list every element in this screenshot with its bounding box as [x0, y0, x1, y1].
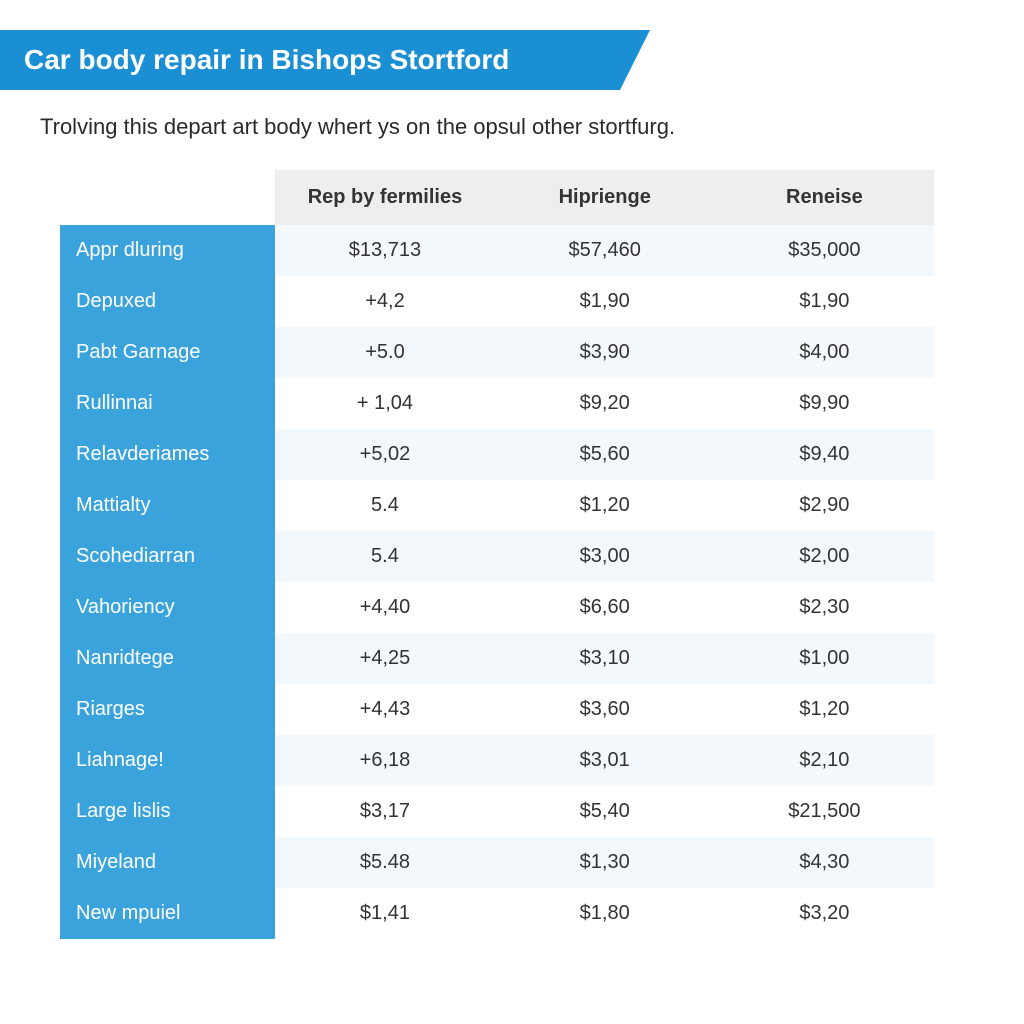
table-row: Vahoriency+4,40$6,60$2,30 [60, 582, 934, 633]
data-cell: $4,30 [715, 837, 934, 888]
data-cell: $1,80 [495, 888, 715, 939]
table-header: Rep by fermilies Hiprienge Reneise [60, 170, 934, 225]
data-cell: +4,40 [275, 582, 494, 633]
table-header-cell [60, 170, 275, 225]
data-cell: $9,40 [715, 429, 934, 480]
table-row: Nanridtege+4,25$3,10$1,00 [60, 633, 934, 684]
row-label-cell: Large lislis [60, 786, 275, 837]
table-row: Appr dluring$13,713$57,460$35,000 [60, 225, 934, 276]
data-cell: $9,90 [715, 378, 934, 429]
table-row: Pabt Garnage+5.0$3,90$4,00 [60, 327, 934, 378]
data-cell: $2,30 [715, 582, 934, 633]
data-cell: +6,18 [275, 735, 494, 786]
data-cell: $3,17 [275, 786, 494, 837]
row-label-cell: Vahoriency [60, 582, 275, 633]
table-row: Scohediarran5.4$3,00$2,00 [60, 531, 934, 582]
data-cell: $3,00 [495, 531, 715, 582]
data-cell: $5.48 [275, 837, 494, 888]
data-cell: +5.0 [275, 327, 494, 378]
row-label-cell: New mpuiel [60, 888, 275, 939]
data-cell: $3,60 [495, 684, 715, 735]
data-cell: + 1,04 [275, 378, 494, 429]
data-cell: $3,90 [495, 327, 715, 378]
data-cell: $57,460 [495, 225, 715, 276]
data-cell: $13,713 [275, 225, 494, 276]
data-cell: +5,02 [275, 429, 494, 480]
data-cell: $4,00 [715, 327, 934, 378]
data-cell: +4,43 [275, 684, 494, 735]
data-cell: $21,500 [715, 786, 934, 837]
table-header-cell: Reneise [715, 170, 934, 225]
table-row: Relavderiames+5,02$5,60$9,40 [60, 429, 934, 480]
table-row: Miyeland$5.48$1,30$4,30 [60, 837, 934, 888]
table-header-row: Rep by fermilies Hiprienge Reneise [60, 170, 934, 225]
row-label-cell: Mattialty [60, 480, 275, 531]
data-cell: +4,25 [275, 633, 494, 684]
header-banner: Car body repair in Bishops Stortford [0, 30, 620, 90]
data-cell: $2,10 [715, 735, 934, 786]
table-header-cell: Hiprienge [495, 170, 715, 225]
table-wrapper: Rep by fermilies Hiprienge Reneise Appr … [60, 170, 934, 939]
data-cell: $1,20 [495, 480, 715, 531]
data-cell: +4,2 [275, 276, 494, 327]
data-cell: $1,20 [715, 684, 934, 735]
data-cell: $1,00 [715, 633, 934, 684]
table-row: Large lislis$3,17$5,40$21,500 [60, 786, 934, 837]
data-cell: 5.4 [275, 480, 494, 531]
data-cell: $1,30 [495, 837, 715, 888]
data-cell: $1,90 [495, 276, 715, 327]
row-label-cell: Nanridtege [60, 633, 275, 684]
data-cell: $6,60 [495, 582, 715, 633]
row-label-cell: Rullinnai [60, 378, 275, 429]
table-body: Appr dluring$13,713$57,460$35,000Depuxed… [60, 225, 934, 939]
data-cell: $1,90 [715, 276, 934, 327]
data-cell: $2,90 [715, 480, 934, 531]
data-cell: $5,60 [495, 429, 715, 480]
data-cell: $3,10 [495, 633, 715, 684]
row-label-cell: Relavderiames [60, 429, 275, 480]
data-cell: 5.4 [275, 531, 494, 582]
row-label-cell: Scohediarran [60, 531, 275, 582]
data-cell: $1,41 [275, 888, 494, 939]
table-header-cell: Rep by fermilies [275, 170, 494, 225]
table-row: Mattialty5.4$1,20$2,90 [60, 480, 934, 531]
pricing-table: Rep by fermilies Hiprienge Reneise Appr … [60, 170, 934, 939]
data-cell: $9,20 [495, 378, 715, 429]
data-cell: $3,01 [495, 735, 715, 786]
data-cell: $3,20 [715, 888, 934, 939]
row-label-cell: Riarges [60, 684, 275, 735]
subtitle-text: Trolving this depart art body whert ys o… [40, 114, 984, 140]
table-row: New mpuiel$1,41$1,80$3,20 [60, 888, 934, 939]
row-label-cell: Depuxed [60, 276, 275, 327]
data-cell: $2,00 [715, 531, 934, 582]
table-row: Riarges+4,43$3,60$1,20 [60, 684, 934, 735]
table-row: Rullinnai+ 1,04$9,20$9,90 [60, 378, 934, 429]
page-container: Car body repair in Bishops Stortford Tro… [0, 0, 1024, 939]
data-cell: $5,40 [495, 786, 715, 837]
row-label-cell: Liahnage! [60, 735, 275, 786]
table-row: Depuxed+4,2$1,90$1,90 [60, 276, 934, 327]
table-row: Liahnage!+6,18$3,01$2,10 [60, 735, 934, 786]
row-label-cell: Appr dluring [60, 225, 275, 276]
page-title: Car body repair in Bishops Stortford [24, 44, 596, 76]
row-label-cell: Miyeland [60, 837, 275, 888]
data-cell: $35,000 [715, 225, 934, 276]
row-label-cell: Pabt Garnage [60, 327, 275, 378]
